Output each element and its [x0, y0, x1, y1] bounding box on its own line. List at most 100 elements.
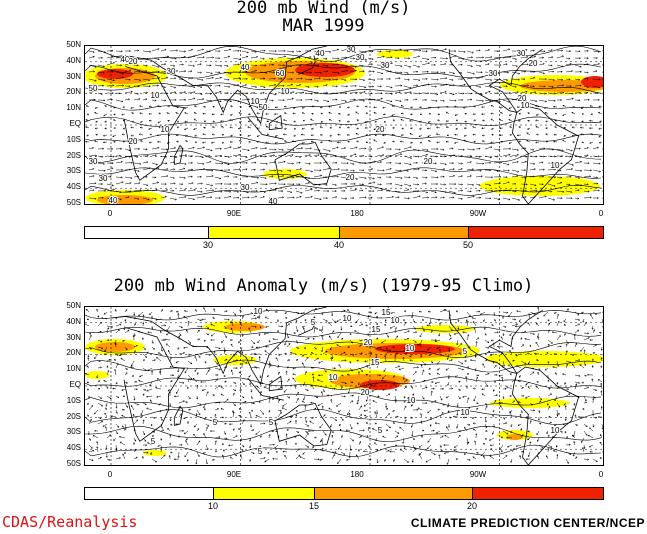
contour-label: 30	[381, 61, 390, 70]
wind-speed-shading	[95, 342, 135, 352]
isotach-contour	[85, 309, 602, 321]
wind-speed-shading	[225, 323, 265, 331]
coastline	[448, 309, 543, 375]
panel2-map: 10 5 10 15 10 15 20 15 10 20 10 5 10 10 5 5 5 5 10 5	[84, 306, 604, 466]
lat-label: 50S	[66, 198, 81, 207]
contour-label: 15	[382, 308, 391, 317]
contour-label: 20	[364, 338, 373, 347]
contour-label: 10	[407, 396, 416, 405]
contour-label: 10	[461, 408, 470, 417]
colorbar-label: 10	[207, 501, 218, 511]
contour-label: 5	[213, 418, 218, 427]
panel2-title: 200 mb Wind Anomaly (m/s) (1979-95 Climo…	[113, 276, 534, 296]
contour-label: 10	[406, 344, 415, 353]
wind-speed-shading	[97, 195, 153, 204]
wind-vectors	[85, 48, 603, 201]
lat-label: 10S	[66, 395, 81, 405]
lat-label: 40N	[66, 316, 81, 326]
coastline	[511, 366, 580, 465]
contour-label: 5	[463, 347, 468, 356]
lon-label: 90W	[469, 470, 487, 479]
colorbar-segment	[85, 488, 214, 499]
coastline	[247, 116, 284, 140]
lon-label: 180	[350, 209, 364, 218]
contour-label: 10	[391, 316, 400, 325]
isotach-contour	[85, 392, 602, 409]
contour-label: 30	[489, 69, 498, 78]
lat-label: 10S	[66, 134, 81, 144]
panel1-map: 50 40 30 20 10 40 60 40 50 30 10 10 20 30 20 30 20 10 20 30…	[84, 45, 604, 205]
contour-label: 50	[89, 84, 98, 93]
isotach-contour	[85, 167, 602, 179]
lat-label: 20N	[66, 87, 81, 97]
coastline	[511, 105, 580, 204]
contour-label: 40	[316, 49, 325, 58]
coastline	[448, 48, 543, 114]
contour-label: 20	[529, 59, 538, 68]
coastline	[173, 405, 184, 426]
lat-label: 10N	[66, 364, 81, 374]
lat-label: 30S	[66, 166, 81, 176]
lat-label: 30N	[66, 332, 81, 342]
lat-label: 30S	[66, 427, 81, 437]
lat-label: 20S	[66, 411, 81, 421]
contour-label: 30	[99, 174, 108, 183]
panel2-colorbar	[84, 487, 604, 500]
credit-label: CLIMATE PREDICTION CENTER/NCEP	[410, 516, 645, 530]
colorbar-segment	[214, 488, 315, 499]
lat-label: 40S	[66, 443, 81, 453]
lon-label: 0	[598, 470, 604, 479]
contour-label: 40	[241, 63, 250, 72]
coastline	[274, 402, 332, 447]
wind-speed-shading	[97, 69, 133, 79]
panel1-title-line2: MAR 1999	[282, 16, 365, 36]
coastline	[247, 377, 284, 401]
wind-speed-shading	[85, 371, 109, 379]
contour-label: 10	[161, 125, 170, 134]
wind-speed-shading	[377, 50, 413, 58]
coastline	[110, 307, 327, 386]
lat-label: 50N	[66, 301, 81, 310]
lon-label: 0	[107, 470, 113, 479]
contour-label: 20	[361, 388, 370, 397]
contour-label: 10	[251, 97, 260, 106]
wind-speed-shading	[507, 434, 523, 440]
coastline	[173, 144, 184, 165]
contour-label: 15	[372, 325, 381, 334]
lat-label: EQ	[69, 119, 81, 128]
lon-label: 90E	[226, 209, 242, 218]
wind-speed-shading	[295, 63, 355, 77]
isotach-contour	[85, 81, 602, 95]
coastline	[274, 141, 332, 186]
contour-label: 5	[151, 437, 156, 446]
contour-label: 30	[356, 53, 365, 62]
contour-label: 30	[241, 183, 250, 192]
colorbar-segment	[85, 227, 209, 238]
isotach-contour	[85, 376, 602, 390]
contour-label: 30	[167, 67, 176, 76]
colorbar-segment	[473, 488, 603, 499]
lat-label: 50S	[66, 459, 81, 468]
isotach-contour	[85, 359, 602, 373]
colorbar-label: 15	[308, 501, 319, 511]
wind-vectors	[85, 307, 603, 465]
contour-label: 60	[276, 69, 285, 78]
contour-label: 30	[89, 157, 98, 166]
lat-label: 20N	[66, 348, 81, 358]
contour-label: 5	[311, 318, 316, 327]
contour-label: 10	[329, 373, 338, 382]
contour-label: 5	[258, 447, 263, 456]
colorbar-segment	[340, 227, 469, 238]
contour-label: 10	[254, 307, 263, 316]
contour-label: 20	[346, 173, 355, 182]
wind-speed-shading	[415, 325, 475, 333]
lon-label: 90E	[226, 470, 242, 479]
contour-label: 15	[371, 358, 380, 367]
coastline	[268, 114, 283, 131]
lat-label: EQ	[69, 380, 81, 389]
colorbar-label: 30	[202, 240, 213, 250]
contour-label: 20	[424, 157, 433, 166]
isotach-contour	[85, 63, 602, 79]
